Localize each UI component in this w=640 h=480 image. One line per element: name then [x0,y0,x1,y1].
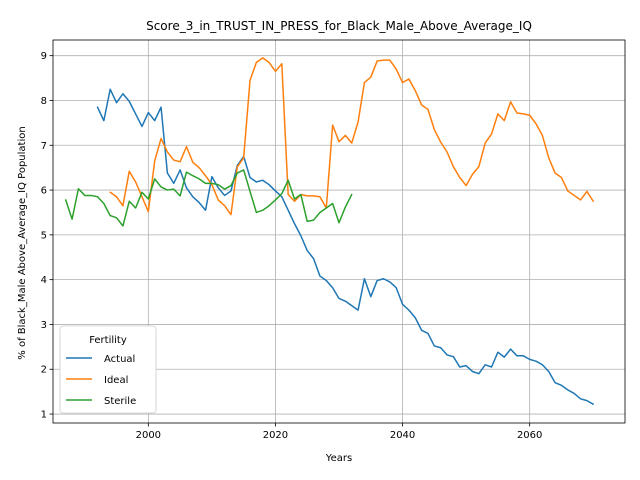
y-tick-label: 5 [41,230,47,241]
x-tick-label: 2060 [517,430,542,441]
gridlines [53,40,625,423]
y-tick-label: 7 [41,141,47,152]
y-tick-label: 9 [41,51,47,62]
series-line-ideal [109,57,594,216]
axis-ticks: 2000 2020 2040 2060 1 2 3 4 5 6 7 8 9 [41,51,543,441]
y-tick-label: 3 [41,320,47,331]
x-tick-label: 2020 [263,430,288,441]
y-tick-label: 2 [41,365,47,376]
legend-title: Fertility [89,335,127,346]
chart-title: Score_3_in_TRUST_IN_PRESS_for_Black_Male… [146,19,532,33]
legend-entries: Actual Ideal Sterile [66,354,136,407]
y-tick-label: 1 [41,410,47,421]
y-tick-label: 6 [41,186,47,197]
plot-area-frame [52,39,626,424]
y-tick-label: 4 [41,275,47,286]
x-axis-label: Years [325,453,352,464]
legend: Fertility Actual Ideal Sterile [59,325,157,414]
y-tick-label: 8 [41,96,47,107]
legend-label-actual: Actual [104,354,135,365]
series-line-actual [96,88,594,405]
x-tick-label: 2040 [390,430,415,441]
x-tick-label: 2000 [136,430,161,441]
y-axis-label: % of Black_Male Above_Average_IQ Populat… [17,126,28,359]
series-line-sterile [64,169,353,227]
legend-label-ideal: Ideal [104,375,128,386]
series-lines [64,57,594,405]
legend-box [59,325,157,414]
legend-label-sterile: Sterile [104,396,136,407]
